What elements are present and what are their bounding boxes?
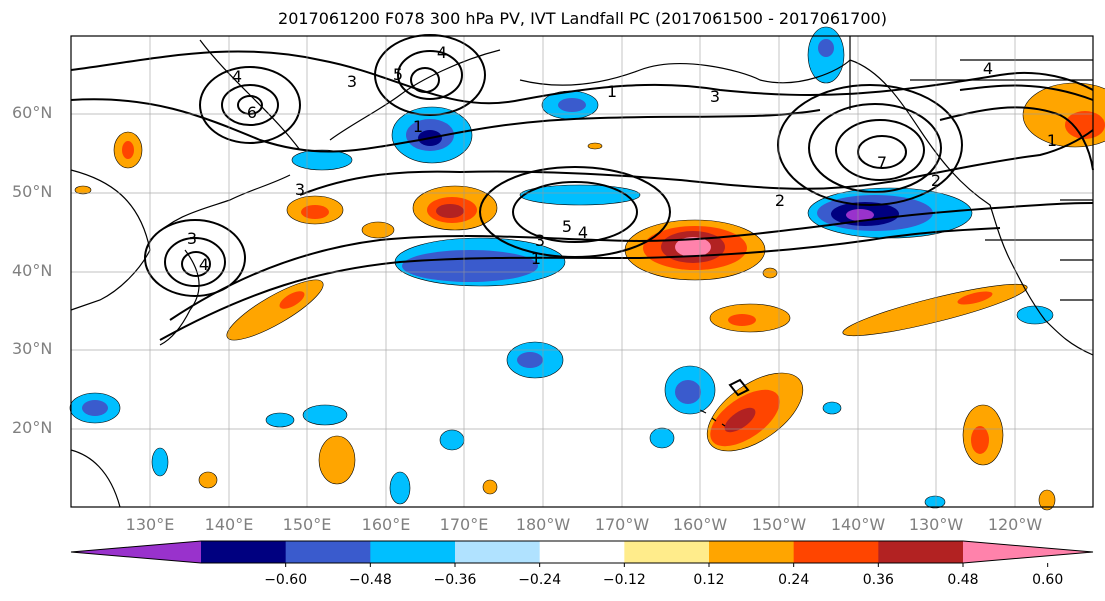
contour-label: 4 xyxy=(578,223,588,242)
ivt-shading xyxy=(69,26,1105,511)
lon-label: 120°W xyxy=(987,515,1043,534)
lon-label: 140°E xyxy=(204,515,254,534)
colorbar-tick-label: −0.24 xyxy=(518,572,562,588)
map-title: 2017061200 F078 300 hPa PV, IVT Landfall… xyxy=(278,9,887,28)
colorbar-tick-label: 0.36 xyxy=(862,572,894,588)
lat-label: 20°N xyxy=(12,418,53,437)
contour-label: 5 xyxy=(393,65,403,84)
contour-label: 4 xyxy=(983,59,993,78)
lon-label: 140°W xyxy=(830,515,886,534)
colorbar-segment xyxy=(370,541,456,563)
colorbar-tick-label: 0.48 xyxy=(947,572,979,588)
colorbar-segment xyxy=(963,541,1093,563)
colorbar-segment xyxy=(793,541,879,563)
colorbar-segment xyxy=(878,541,964,563)
colorbar-segment xyxy=(624,541,710,563)
colorbar xyxy=(70,540,1094,567)
colorbar-segment xyxy=(539,541,625,563)
lon-label: 180°W xyxy=(515,515,571,534)
contour-label: 1 xyxy=(607,82,617,101)
contour-label: 4 xyxy=(199,255,209,274)
contour-label: 2 xyxy=(931,171,941,190)
colorbar-segment xyxy=(201,541,287,563)
contour-label: 3 xyxy=(347,72,357,91)
contour-label: 3 xyxy=(710,87,720,106)
lat-label: 50°N xyxy=(12,182,53,201)
colorbar-tick-label: −0.36 xyxy=(433,572,477,588)
colorbar-tick-label: −0.12 xyxy=(602,572,646,588)
colorbar-segment xyxy=(709,541,795,563)
colorbar-segment xyxy=(71,541,201,563)
colorbar-segment xyxy=(285,541,371,563)
contour-label: 1 xyxy=(1047,131,1057,150)
lat-label: 40°N xyxy=(12,261,53,280)
colorbar-tick-label: 0.12 xyxy=(693,572,725,588)
contour-label: 3 xyxy=(535,231,545,250)
contour-label: 3 xyxy=(295,180,305,199)
contour-label: 1 xyxy=(413,117,423,136)
colorbar-tick-label: −0.48 xyxy=(348,572,392,588)
graticule xyxy=(71,36,1093,507)
coastlines xyxy=(70,36,1094,508)
colorbar-tick-label: −0.60 xyxy=(264,572,308,588)
contour-label: 1 xyxy=(531,249,541,268)
lon-label: 160°W xyxy=(672,515,728,534)
contour-label: 3 xyxy=(187,229,197,248)
colorbar-segment xyxy=(455,541,541,563)
contour-label: 4 xyxy=(232,67,242,86)
lon-label: 130°W xyxy=(908,515,964,534)
colorbar-tick-label: 0.60 xyxy=(1032,572,1064,588)
lon-label: 170°W xyxy=(594,515,650,534)
contour-label: 7 xyxy=(877,153,887,172)
lon-label: 130°E xyxy=(125,515,175,534)
lon-label: 150°W xyxy=(751,515,807,534)
lon-label: 150°E xyxy=(282,515,332,534)
contour-label: 5 xyxy=(562,217,572,236)
lat-label: 30°N xyxy=(12,339,53,358)
lon-label: 160°E xyxy=(361,515,411,534)
contour-label: 6 xyxy=(247,103,257,122)
lat-label: 60°N xyxy=(12,103,53,122)
lon-label: 170°E xyxy=(439,515,489,534)
contour-label: 2 xyxy=(775,191,785,210)
pv-contours xyxy=(70,34,1094,397)
contour-label: 4 xyxy=(437,43,447,62)
colorbar-tick-label: 0.24 xyxy=(778,572,810,588)
